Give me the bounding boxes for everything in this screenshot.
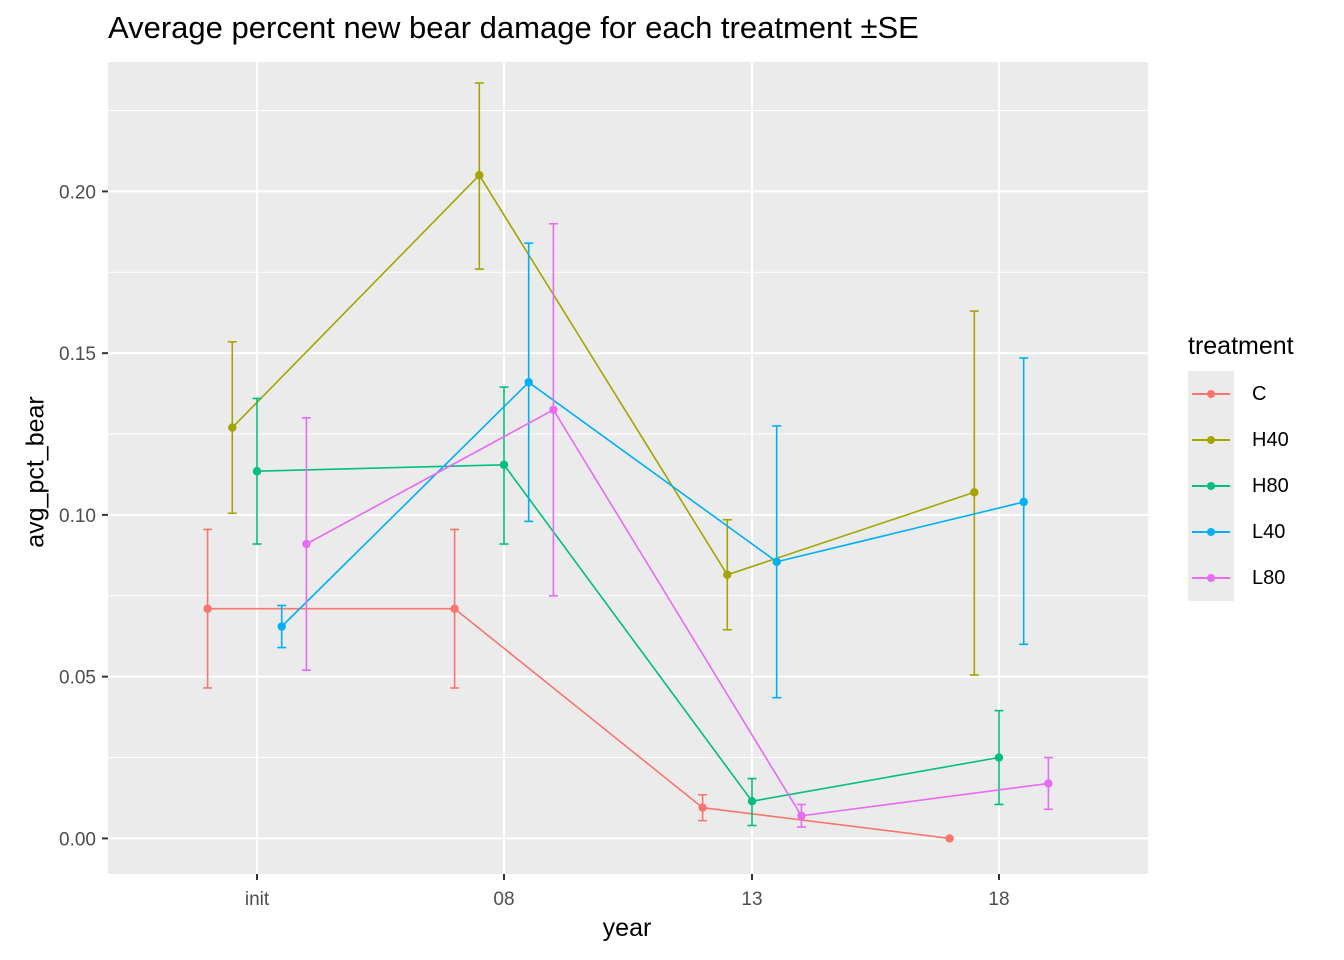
legend-key (1188, 463, 1234, 509)
series-line (281, 381, 1024, 628)
legend-item-h80: H80 (1188, 463, 1294, 509)
legend-label: L80 (1252, 566, 1286, 589)
y-tick-label: 0.15 (59, 344, 96, 365)
y-axis-title: avg_pct_bear (21, 396, 50, 548)
series-line (231, 173, 975, 576)
data-point (475, 171, 484, 180)
series-l80 (301, 222, 1053, 828)
legend-key (1188, 371, 1234, 417)
legend-dot (1207, 482, 1215, 490)
series-line (306, 408, 1049, 817)
legend-key (1188, 417, 1234, 463)
legend-item-h40: H40 (1188, 417, 1294, 463)
legend-label: C (1252, 382, 1267, 405)
data-point (450, 604, 459, 613)
data-point (1019, 497, 1028, 507)
data-point (994, 753, 1004, 762)
legend-dot (1207, 528, 1215, 536)
legend-dot (1207, 436, 1215, 444)
data-point (970, 488, 979, 497)
data-point (747, 797, 757, 806)
chart-title: Average percent new bear damage for each… (108, 10, 919, 45)
data-point (277, 622, 286, 631)
legend-key (1188, 555, 1234, 601)
legend-item-c: C (1188, 371, 1294, 417)
legend-item-l80: L80 (1188, 555, 1294, 601)
series-line (207, 607, 950, 840)
legend-dot (1207, 390, 1215, 398)
legend-item-l40: L40 (1188, 509, 1294, 555)
y-tick-label: 0.00 (59, 829, 96, 850)
data-point (549, 405, 558, 414)
legend-key (1188, 509, 1234, 555)
x-tick-label: 08 (493, 889, 514, 910)
legend-label: H40 (1252, 428, 1289, 451)
series-layer (203, 82, 1053, 843)
data-point (698, 803, 707, 812)
data-point (772, 557, 781, 567)
legend-title: treatment (1188, 332, 1294, 360)
y-axis: 0.00 0.05 0.10 0.15 0.20 (59, 182, 108, 850)
data-point (302, 539, 311, 549)
data-point (945, 834, 954, 843)
data-point (797, 811, 806, 820)
x-axis-title: year (602, 914, 652, 942)
legend-dot (1207, 574, 1215, 582)
series-l40 (277, 242, 1029, 699)
series-h40 (227, 82, 979, 676)
data-point (499, 460, 509, 469)
legend: treatment C H40 H80 L40 L80 (1188, 332, 1294, 601)
series-h80 (252, 386, 1004, 827)
y-tick-label: 0.10 (59, 506, 96, 527)
x-tick-label: 13 (741, 889, 762, 910)
y-tick-label: 0.20 (59, 182, 96, 203)
data-point (228, 423, 237, 432)
x-axis: init 08 13 18 (245, 874, 1010, 910)
x-tick-label: 18 (988, 889, 1009, 910)
series-line (256, 463, 1000, 803)
legend-label: H80 (1252, 474, 1289, 497)
panel-background (108, 62, 1148, 874)
legend-label: L40 (1252, 520, 1286, 543)
data-point (723, 570, 732, 579)
y-tick-label: 0.05 (59, 668, 96, 689)
data-point (203, 604, 212, 613)
data-point (1044, 779, 1053, 788)
data-point (524, 378, 533, 387)
legend-items: C H40 H80 L40 L80 (1188, 371, 1294, 601)
data-point (252, 467, 262, 476)
x-tick-label: init (245, 889, 270, 910)
series-c (203, 528, 954, 843)
